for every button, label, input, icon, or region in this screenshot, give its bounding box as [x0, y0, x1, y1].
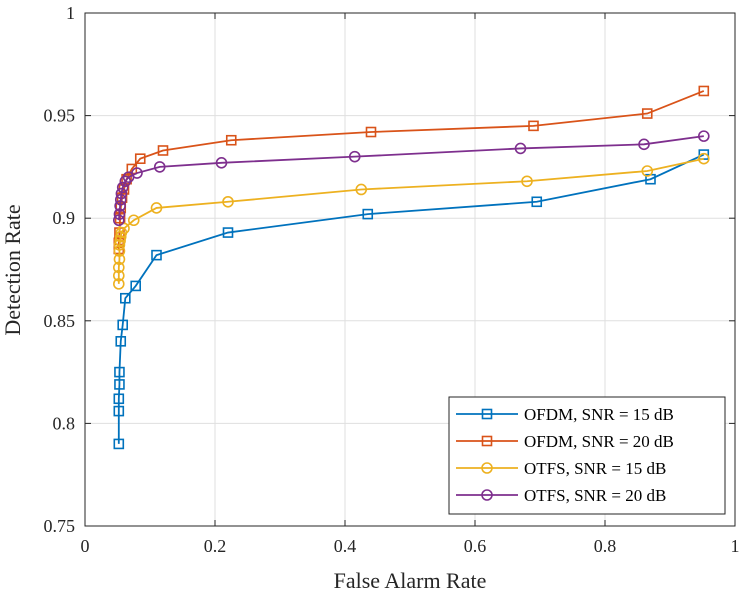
data-point [641, 165, 654, 177]
data-point [698, 85, 710, 97]
legend-marker [481, 462, 493, 474]
series-line [117, 90, 705, 249]
data-point [355, 183, 368, 196]
y-tick-label: 0.95 [44, 106, 76, 126]
y-axis-label: Detection Rate [0, 204, 25, 335]
data-point [697, 130, 710, 142]
data-point [150, 202, 163, 214]
y-tick-label: 0.9 [53, 208, 76, 228]
legend-entry: OFDM, SNR = 20 dB [456, 432, 674, 451]
data-point [215, 156, 228, 169]
series-layer [113, 85, 710, 450]
data-point [531, 196, 543, 208]
data-point [130, 280, 141, 292]
x-tick-label: 0 [81, 536, 90, 556]
y-tick-label: 0.8 [53, 413, 76, 433]
y-tick-label: 1 [66, 3, 75, 23]
data-point [528, 120, 539, 132]
y-tick-label: 0.75 [44, 516, 76, 536]
data-point [127, 214, 140, 227]
data-point [116, 181, 129, 194]
data-point [225, 134, 237, 146]
series-3 [113, 130, 710, 227]
data-point [362, 208, 374, 220]
legend-label: OFDM, SNR = 15 dB [524, 405, 674, 424]
legend-marker [481, 435, 493, 447]
data-point [113, 261, 125, 274]
data-point [697, 152, 710, 165]
data-point [113, 393, 125, 405]
legend: OFDM, SNR = 15 dB OFDM, SNR = 20 dB OTFS, … [448, 396, 726, 515]
data-point [118, 222, 130, 235]
data-point [114, 193, 127, 206]
series-line [117, 157, 704, 284]
data-point [114, 366, 125, 378]
data-point [222, 227, 234, 238]
data-point [134, 153, 146, 164]
data-point [117, 319, 128, 331]
data-point [113, 208, 126, 220]
data-point [153, 161, 166, 173]
x-tick-label: 1 [731, 536, 740, 556]
data-point [348, 150, 361, 163]
y-tick-label: 0.85 [44, 311, 76, 331]
data-point [114, 234, 126, 247]
data-point [638, 138, 650, 151]
data-point [115, 187, 128, 200]
x-axis-label: False Alarm Rate [334, 568, 487, 593]
data-point [641, 108, 653, 119]
x-tick-label: 0.6 [464, 536, 487, 556]
data-point [113, 269, 125, 282]
series-line [117, 135, 704, 221]
tick-marks [84, 12, 736, 527]
data-point [151, 249, 162, 261]
series-1 [113, 85, 710, 255]
data-point [113, 405, 125, 417]
x-tick-labels: 0 0.2 0.4 0.6 0.8 1 [81, 536, 740, 556]
legend-label: OTFS, SNR = 20 dB [524, 486, 666, 505]
data-point [113, 438, 125, 450]
x-tick-label: 0.2 [204, 536, 227, 556]
data-point [131, 167, 143, 179]
data-point [113, 253, 126, 266]
data-point [521, 175, 533, 188]
x-tick-label: 0.8 [594, 536, 617, 556]
data-point [113, 214, 125, 227]
data-point [115, 336, 127, 347]
legend-marker [481, 489, 493, 501]
data-point [113, 239, 126, 251]
series-2 [113, 152, 710, 290]
x-tick-label: 0.4 [334, 536, 357, 556]
data-point [114, 379, 125, 390]
series-0 [113, 149, 710, 450]
data-point [113, 278, 125, 290]
y-tick-labels: 0.75 0.8 0.85 0.9 0.95 1 [44, 3, 76, 536]
legend-label: OFDM, SNR = 20 dB [524, 432, 674, 451]
data-point [157, 145, 169, 156]
legend-entry: OTFS, SNR = 20 dB [456, 486, 666, 505]
legend-entry: OFDM, SNR = 15 dB [456, 405, 674, 424]
legend-entry: OTFS, SNR = 15 dB [456, 459, 666, 478]
data-point [120, 292, 131, 304]
data-point [514, 142, 527, 155]
data-point [365, 126, 377, 138]
data-point [114, 200, 126, 212]
legend-marker [481, 408, 493, 420]
plot-frame [84, 12, 736, 527]
legend-label: OTFS, SNR = 15 dB [524, 459, 666, 478]
data-point [222, 195, 234, 208]
